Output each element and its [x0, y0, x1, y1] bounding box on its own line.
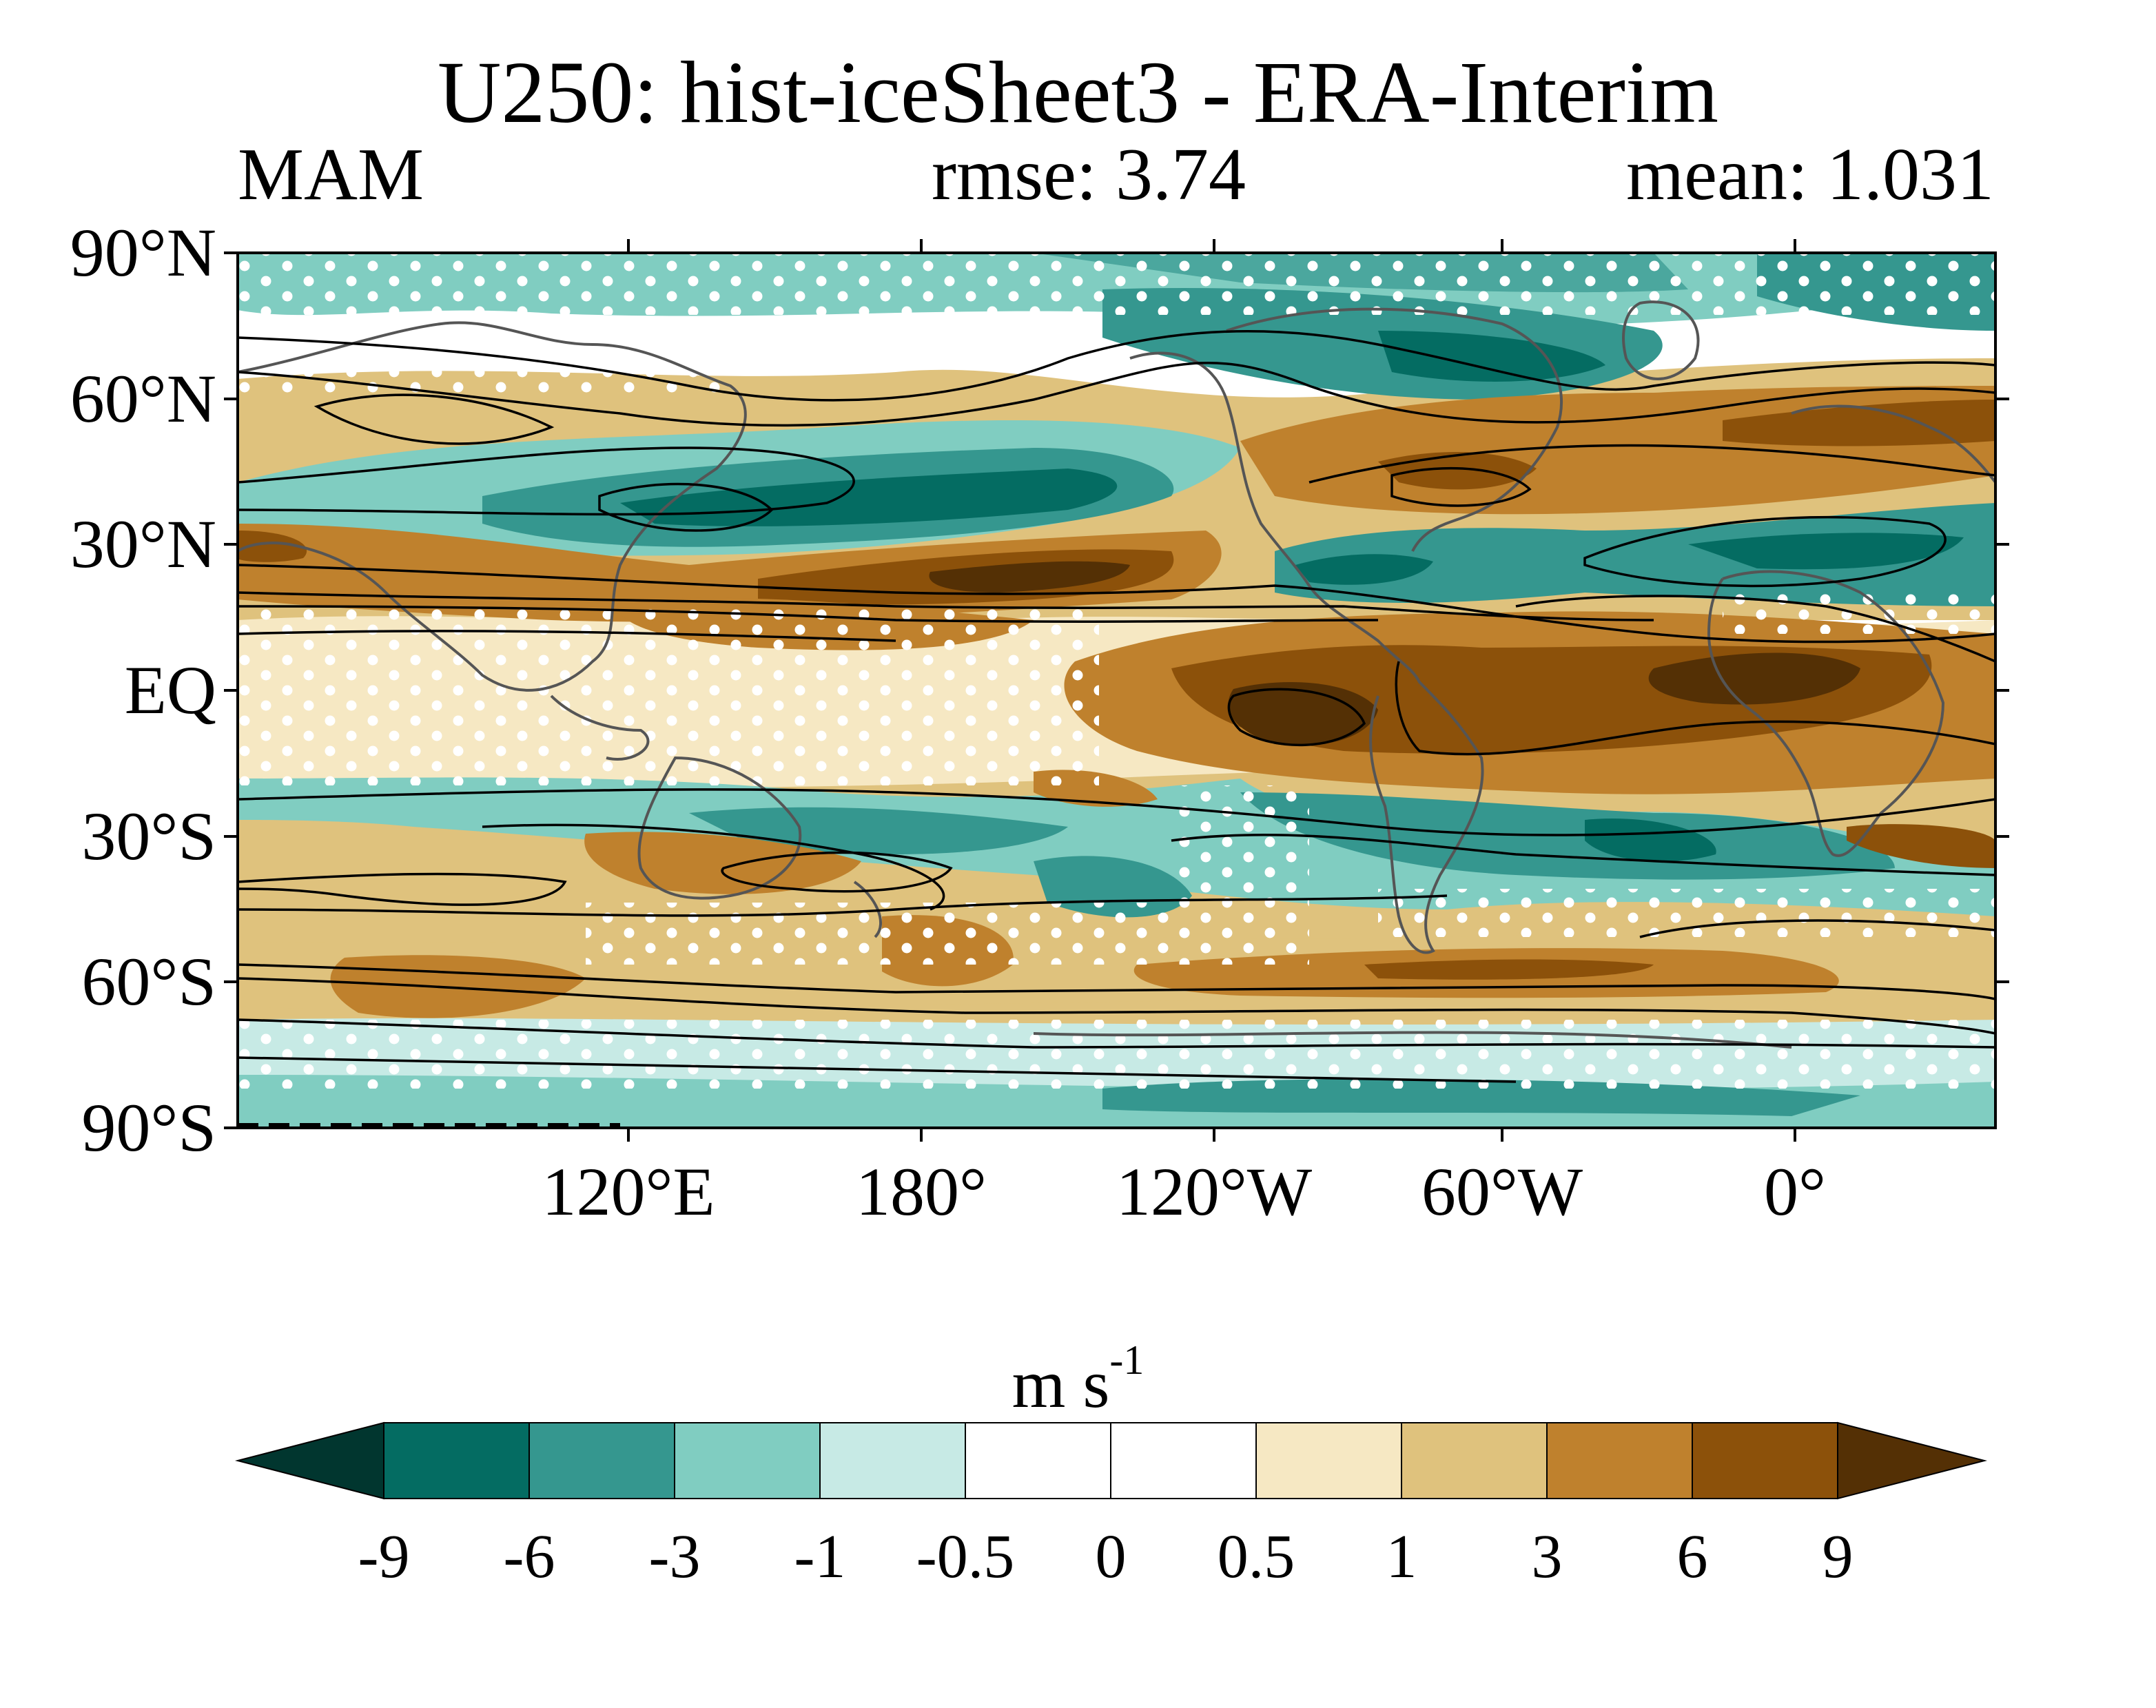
- units-main: m s: [1012, 1346, 1110, 1422]
- colorbar: [235, 1421, 1987, 1500]
- colorbar-label: 6: [1676, 1523, 1708, 1591]
- colorbar-cell-10: [1692, 1422, 1838, 1499]
- colorbar-label: -0.5: [916, 1523, 1015, 1591]
- lat-label-60n: 60°N: [70, 360, 216, 437]
- lat-label-60s: 60°S: [81, 943, 216, 1020]
- colorbar-label: -9: [358, 1523, 410, 1591]
- lon-label-120e: 120°E: [542, 1153, 715, 1230]
- colorbar-label: -6: [503, 1523, 555, 1591]
- colorbar-label: 9: [1822, 1523, 1854, 1591]
- lat-label-90s: 90°S: [81, 1089, 216, 1166]
- significance-stippling: [238, 253, 1995, 1089]
- colorbar-label: -1: [794, 1523, 846, 1591]
- colorbar-cell-11: [1837, 1421, 1987, 1500]
- lon-label-120w: 120°W: [1116, 1153, 1313, 1230]
- colorbar-cell-2: [528, 1422, 675, 1499]
- colorbar-units: m s-1: [0, 1337, 2156, 1423]
- colorbar-cell-7: [1255, 1422, 1402, 1499]
- lon-label-0: 0°: [1764, 1153, 1826, 1230]
- colorbar-cell-5: [965, 1422, 1111, 1499]
- colorbar-cell-8: [1401, 1422, 1548, 1499]
- season-label: MAM: [238, 134, 424, 216]
- colorbar-cell-6: [1110, 1422, 1257, 1499]
- lon-label-60w: 60°W: [1421, 1153, 1583, 1230]
- lat-label-90n: 90°N: [70, 214, 216, 291]
- colorbar-label: 3: [1531, 1523, 1563, 1591]
- mean-label: mean: 1.031: [1626, 134, 1994, 216]
- units-exponent: -1: [1109, 1337, 1144, 1383]
- lat-label-eq: EQ: [124, 652, 216, 728]
- colorbar-label: -3: [648, 1523, 701, 1591]
- map-panel: [238, 253, 1995, 1128]
- colorbar-cell-1: [383, 1422, 530, 1499]
- colorbar-cell-0: [235, 1421, 384, 1500]
- colorbar-label: 0.5: [1217, 1523, 1295, 1591]
- lon-label-180: 180°: [856, 1153, 987, 1230]
- colorbar-label: 1: [1386, 1523, 1417, 1591]
- rmse-label: rmse: 3.74: [932, 134, 1246, 216]
- colorbar-cell-3: [674, 1422, 821, 1499]
- lat-label-30n: 30°N: [70, 506, 216, 582]
- lat-label-30s: 30°S: [81, 798, 216, 874]
- map-frame: [224, 239, 2009, 1142]
- colorbar-cell-9: [1546, 1422, 1693, 1499]
- coastlines: [238, 300, 1995, 1049]
- colorbar-label: 0: [1095, 1523, 1127, 1591]
- climatology-contours: [238, 330, 1995, 1083]
- colorbar-cell-4: [819, 1422, 966, 1499]
- map-title: U250: hist-iceSheet3 - ERA-Interim: [437, 43, 1719, 141]
